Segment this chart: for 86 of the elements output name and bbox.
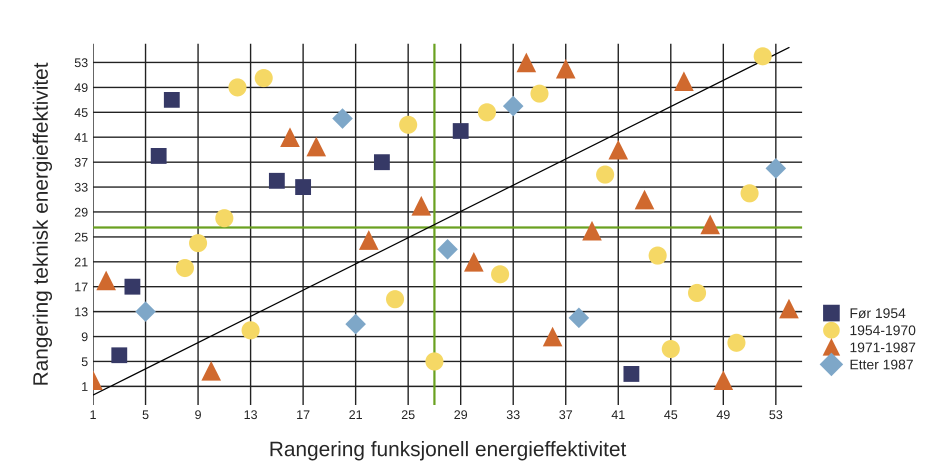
point — [464, 252, 484, 272]
y-tick-label: 49 — [74, 83, 88, 92]
point — [164, 92, 180, 108]
point — [228, 78, 247, 96]
point — [713, 370, 734, 390]
point — [727, 334, 746, 352]
point — [688, 284, 706, 302]
legend-label: 1954-1970 — [850, 325, 916, 336]
point — [254, 69, 273, 88]
point — [399, 116, 418, 134]
y-tick-label: 21 — [74, 258, 88, 266]
point — [502, 96, 524, 116]
point — [556, 58, 576, 79]
point — [176, 258, 194, 278]
point — [374, 154, 390, 170]
point — [779, 298, 799, 318]
point — [491, 265, 510, 284]
point — [608, 140, 628, 160]
point — [124, 278, 140, 295]
y-tick-label: 9 — [82, 332, 88, 342]
point — [150, 148, 167, 164]
y-tick-label: 1 — [82, 382, 88, 391]
y-tick-label: 25 — [74, 232, 88, 242]
point — [306, 136, 326, 156]
point — [700, 214, 720, 234]
y-tick-label: 53 — [74, 58, 88, 68]
y-tick-label: 13 — [75, 307, 88, 316]
point — [280, 127, 300, 148]
point — [648, 246, 667, 265]
point — [189, 234, 208, 252]
point — [623, 366, 640, 382]
point — [345, 314, 366, 334]
x-tick-label: 13 — [244, 410, 257, 420]
y-tick-label: 37 — [74, 158, 88, 167]
point — [358, 230, 379, 250]
point — [634, 190, 654, 210]
x-tick-label: 29 — [454, 410, 468, 420]
y-axis-title: Rangering teknisk energieffektivitet — [32, 62, 52, 385]
point — [452, 123, 469, 139]
x-tick-label: 1 — [90, 410, 96, 419]
point — [411, 196, 432, 216]
point — [674, 71, 694, 91]
point — [766, 158, 786, 179]
point — [662, 340, 680, 358]
y-tick-label: 41 — [74, 133, 88, 142]
x-tick-label: 41 — [612, 410, 625, 419]
x-tick-label: 33 — [506, 410, 520, 420]
point — [425, 352, 444, 371]
point — [295, 179, 312, 195]
point — [568, 308, 590, 328]
point — [242, 321, 260, 340]
point — [201, 360, 222, 381]
x-tick-label: 21 — [349, 410, 362, 419]
x-tick-label: 9 — [195, 410, 201, 420]
legend-label: 1971-1987 — [850, 342, 916, 352]
x-tick-label: 37 — [559, 410, 572, 420]
point — [135, 301, 156, 322]
point — [530, 84, 549, 103]
point — [596, 166, 614, 184]
x-axis-title: Rangering funksjonell energieffektivitet — [270, 441, 626, 460]
point — [215, 209, 234, 228]
point — [542, 326, 562, 346]
point — [437, 239, 458, 260]
y-tick-label: 33 — [74, 182, 88, 192]
point — [332, 108, 353, 129]
y-tick-label: 45 — [74, 108, 88, 117]
point — [111, 347, 128, 364]
point — [478, 103, 496, 122]
point — [268, 172, 285, 189]
x-tick-label: 17 — [297, 410, 310, 419]
x-tick-label: 53 — [769, 410, 782, 420]
point — [740, 184, 759, 202]
legend-label: Før 1954 — [850, 308, 906, 318]
x-tick-label: 45 — [664, 410, 678, 420]
x-tick-label: 25 — [402, 410, 415, 420]
y-tick-label: 29 — [74, 208, 88, 217]
point — [386, 290, 404, 308]
point — [754, 47, 772, 66]
point — [582, 220, 602, 240]
point — [96, 270, 116, 290]
x-tick-label: 49 — [716, 410, 730, 420]
point — [516, 52, 536, 72]
x-tick-label: 5 — [142, 410, 148, 420]
y-tick-label: 17 — [75, 282, 88, 292]
y-tick-label: 5 — [82, 357, 88, 366]
legend-label: Etter 1987 — [850, 360, 913, 370]
